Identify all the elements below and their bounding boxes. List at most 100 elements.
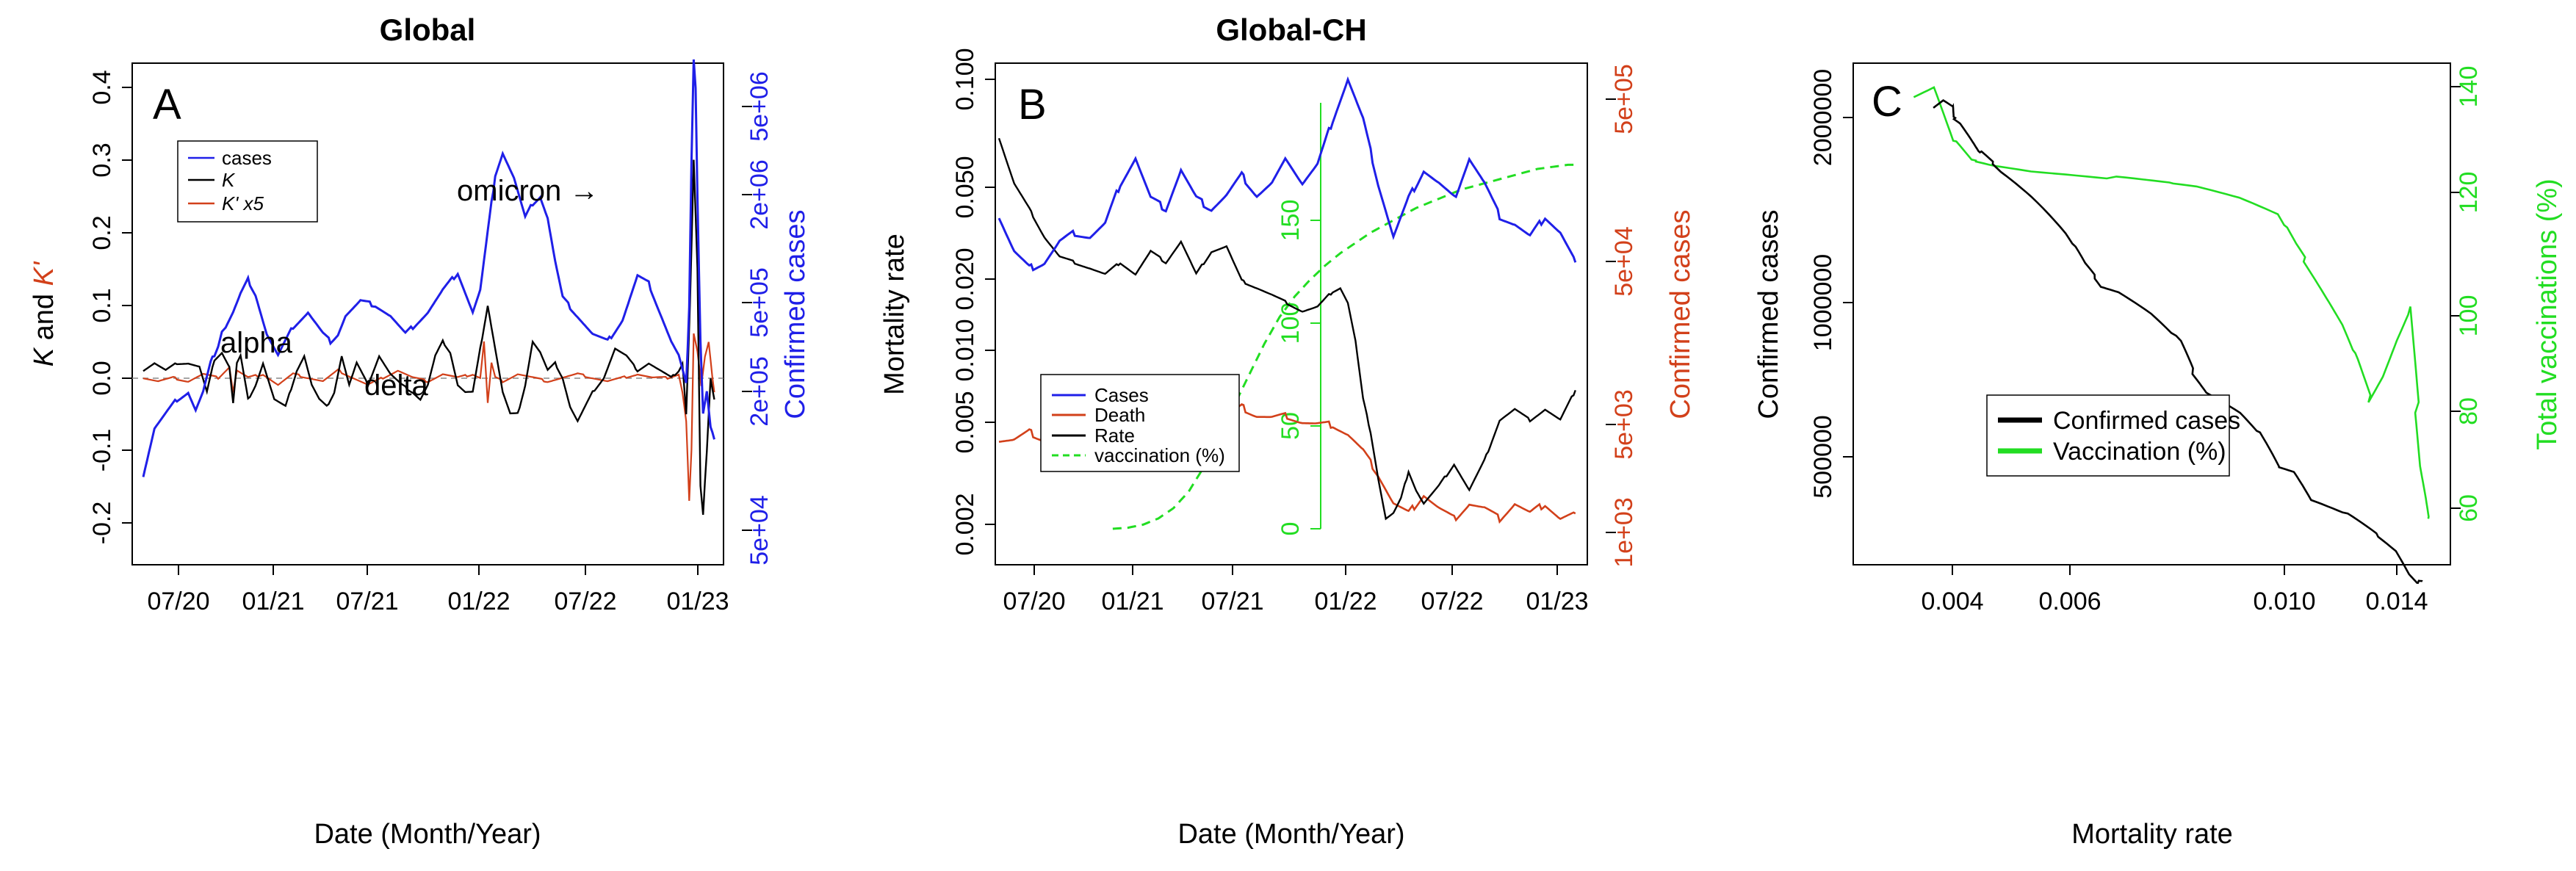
panel-b-rate-line — [997, 137, 1576, 521]
panel-a-legend-label: K — [222, 169, 236, 191]
panel-c-ytick-label: 500000 — [1809, 415, 1837, 498]
panel-b-legend: Cases Death Rate vaccination (%) — [1040, 374, 1240, 472]
panel-c-legend-label: Confirmed cases — [2053, 407, 2240, 435]
panel-c-rtick-label: 60 — [2455, 494, 2483, 522]
panel-c-vacc-line — [1913, 86, 2430, 519]
panel-c-ytick-label: 2000000 — [1809, 69, 1837, 166]
panel-b-xtick-label: 01/21 — [1101, 588, 1163, 615]
panel-b-xticks: 07/20 01/21 07/21 01/22 07/22 01/23 — [1003, 565, 1589, 615]
panel-b-ylabel-left: Mortality rate — [879, 234, 910, 395]
panel-a-ytick-label: -0.2 — [88, 502, 116, 545]
panel-a-rtick-label: 2e+06 — [746, 159, 773, 230]
panel-c-ytick-label: 1000000 — [1809, 254, 1837, 351]
panel-a-xtick-label: 07/22 — [554, 588, 616, 615]
panel-a-rtick-label: 5e+06 — [746, 71, 773, 142]
panel-b-ytick-label: 0.020 — [951, 247, 979, 310]
panel-a-k-line — [142, 159, 715, 516]
panel-a-legend-box — [177, 140, 318, 223]
panel-a-ylabel-right: Confirmed cases — [780, 209, 811, 419]
panel-b-vacc-tick-label: 150 — [1277, 200, 1305, 242]
panel-a-yticks-right: 5e+04 2e+05 5e+05 2e+06 5e+06 — [742, 71, 773, 565]
panel-c-yticks-left: 500000 1000000 2000000 — [1809, 69, 1853, 499]
panel-a-xlabel: Date (Month/Year) — [314, 819, 541, 850]
panel-c-legend-box — [1986, 394, 2230, 477]
panel-b-ylabel-right: Confirmed cases — [1665, 209, 1696, 419]
panel-c-xtick-label: 0.010 — [2253, 588, 2315, 615]
panel-a-ytick-label: 0.4 — [88, 70, 116, 104]
panel-a-legend-label: cases — [222, 147, 272, 169]
panel-b-xtick-label: 01/23 — [1526, 588, 1588, 615]
panel-c-rtick-label: 120 — [2455, 172, 2483, 214]
panel-a-legend: cases K K' x5 — [177, 140, 318, 223]
panel-c-legend-label: Vaccination (%) — [2053, 438, 2226, 466]
panel-b-xtick-label: 07/20 — [1003, 588, 1065, 615]
panel-a-title: Global — [380, 12, 476, 47]
panel-a-rtick-label: 5e+05 — [746, 267, 773, 338]
panel-c-plot-box — [1852, 62, 2451, 565]
panel-b: Global-CH B Date (Month/Year) Mortality … — [879, 12, 1696, 850]
panel-c-xticks: 0.004 0.006 0.010 0.014 — [1921, 565, 2428, 615]
panel-b-rtick-label: 1e+03 — [1610, 497, 1638, 568]
panel-a: Global A Date (Month/Year) K and K' Conf… — [29, 12, 811, 850]
panel-c-xtick-label: 0.014 — [2365, 588, 2428, 615]
panel-a-xtick-label: 07/20 — [147, 588, 209, 615]
panel-b-legend-label: Cases — [1094, 384, 1149, 406]
panel-a-cases-line — [142, 59, 715, 477]
panel-b-cases-line — [997, 76, 1577, 272]
panel-b-vacc-tick-label: 50 — [1277, 412, 1305, 440]
panel-b-ytick-label: 0.010 — [951, 319, 979, 381]
panel-b-legend-label: vaccination (%) — [1094, 444, 1225, 466]
panel-b-vacc-tick-label: 100 — [1277, 303, 1305, 344]
panel-a-rtick-label: 2e+05 — [746, 356, 773, 427]
panel-c-yticks-right: 60 80 100 120 140 — [2450, 66, 2483, 522]
panel-a-ylabel-left: K and K' — [29, 261, 59, 366]
panel-b-plot-box — [995, 62, 1588, 565]
panel-a-ytick-label: 0.3 — [88, 142, 116, 177]
panel-a-ytick-label: 0.1 — [88, 288, 116, 322]
panel-c: C Mortality rate Confirmed cases Total v… — [1753, 62, 2563, 850]
panel-b-vacc-axis: 0 50 100 150 — [1277, 103, 1321, 535]
panel-a-xtick-label: 01/23 — [666, 588, 729, 615]
panel-a-legend-label: K' x5 — [222, 192, 264, 214]
panel-c-ylabel-left: Confirmed cases — [1753, 209, 1784, 419]
panel-a-letter: A — [153, 81, 181, 129]
panel-b-ytick-label: 0.005 — [951, 391, 979, 453]
panel-c-rtick-label: 100 — [2455, 295, 2483, 337]
panel-a-yticks-left: -0.2 -0.1 0.0 0.1 0.2 0.3 0.4 — [88, 70, 132, 544]
panel-a-xtick-label: 07/21 — [336, 588, 398, 615]
panel-b-vacc-line — [1112, 163, 1576, 530]
panel-b-xtick-label: 07/21 — [1201, 588, 1263, 615]
panel-b-xlabel: Date (Month/Year) — [1177, 819, 1404, 850]
panel-a-ylabel-and: and — [29, 286, 59, 348]
panel-a-annotation-alpha: alpha — [220, 327, 293, 359]
panel-c-xtick-label: 0.006 — [2038, 588, 2101, 615]
panel-a-xtick-label: 01/21 — [242, 588, 304, 615]
panel-a-ytick-label: 0.2 — [88, 215, 116, 250]
panel-c-ylabel-right: Total vaccinations (%) — [2532, 178, 2563, 450]
panel-b-yticks-right: 1e+03 5e+03 5e+04 5e+05 — [1606, 64, 1638, 568]
panel-b-title: Global-CH — [1216, 12, 1366, 47]
panel-b-letter: B — [1018, 81, 1047, 129]
panel-c-cases-line — [1933, 99, 2423, 585]
panel-a-annotation-omicron: omicron → — [457, 175, 599, 207]
panel-b-ytick-label: 0.050 — [951, 156, 979, 218]
panel-a-xtick-label: 01/22 — [447, 588, 510, 615]
panel-c-legend: Confirmed cases Vaccination (%) — [1986, 394, 2240, 477]
panel-c-rtick-label: 140 — [2455, 66, 2483, 108]
panel-b-legend-label: Death — [1094, 404, 1145, 426]
panel-b-rtick-label: 5e+05 — [1610, 64, 1638, 134]
panel-a-ylabel-kprime: K' — [29, 261, 59, 286]
panel-b-yticks-left: 0.002 0.005 0.010 0.020 0.050 0.100 — [951, 48, 995, 556]
panel-b-legend-label: Rate — [1094, 424, 1135, 447]
panel-a-ylabel-k: K — [29, 347, 59, 366]
panel-b-xtick-label: 07/22 — [1421, 588, 1483, 615]
panel-c-xlabel: Mortality rate — [2071, 819, 2233, 850]
panel-a-rtick-label: 5e+04 — [746, 495, 773, 565]
panel-b-vacc-tick-label: 0 — [1277, 522, 1305, 536]
panel-c-rtick-label: 80 — [2455, 397, 2483, 425]
panel-b-rtick-label: 5e+04 — [1610, 226, 1638, 297]
panel-a-ytick-label: -0.1 — [88, 429, 116, 472]
panel-a-ytick-label: 0.0 — [88, 361, 116, 395]
panel-a-plot-box — [131, 62, 724, 565]
